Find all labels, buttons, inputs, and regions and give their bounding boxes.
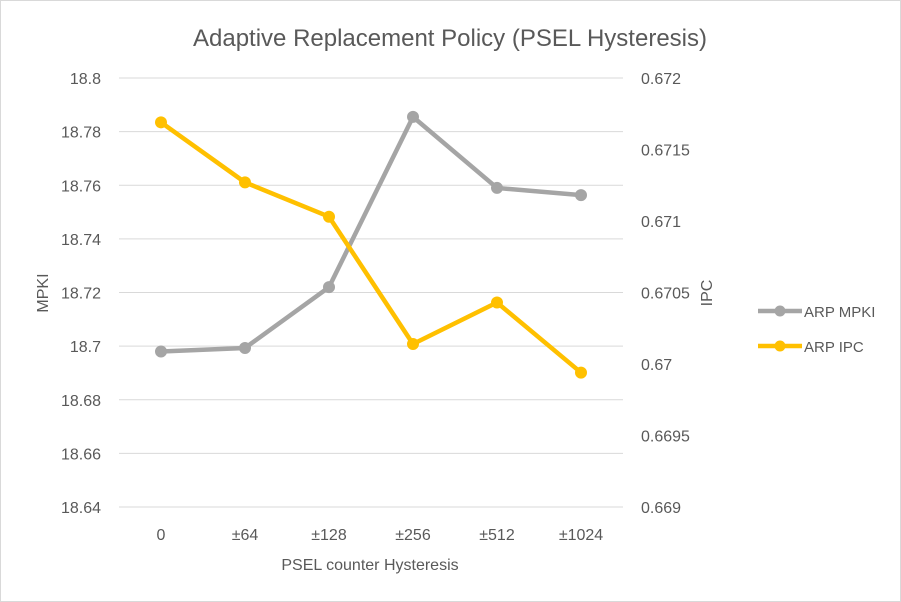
x-tick-label: ±256 <box>395 527 431 544</box>
y-axis-title: MPKI <box>35 273 52 312</box>
x-tick-label: ±1024 <box>559 527 603 544</box>
y-tick-label: 18.78 <box>61 125 101 142</box>
data-point-arp-mpki <box>575 189 587 202</box>
y2-tick-label: 0.6705 <box>641 286 690 303</box>
y-tick-label: 18.8 <box>70 71 101 88</box>
y-tick-label: 18.72 <box>61 286 101 303</box>
x-axis-title: PSEL counter Hysteresis <box>281 557 458 574</box>
legend-label-arp-mpki: ARP MPKI <box>804 304 875 321</box>
y-tick-label: 18.68 <box>61 393 101 410</box>
y2-tick-label: 0.672 <box>641 71 681 88</box>
x-tick-label: ±512 <box>479 527 515 544</box>
data-point-arp-ipc <box>323 210 335 223</box>
y2-tick-label: 0.6695 <box>641 429 690 446</box>
y2-tick-label: 0.669 <box>641 500 681 517</box>
y-tick-label: 18.74 <box>61 232 101 249</box>
data-point-arp-ipc <box>239 176 251 189</box>
data-point-arp-mpki <box>155 345 167 358</box>
x-tick-label: 0 <box>157 527 166 544</box>
left-axis-ticks: 18.8 18.78 18.76 18.74 18.72 18.7 18.68 18.66 18… <box>61 71 101 517</box>
gridlines <box>119 77 623 508</box>
x-tick-label: ±128 <box>311 527 347 544</box>
legend: ARP MPKI ARP IPC <box>758 304 875 356</box>
legend-label-arp-ipc: ARP IPC <box>804 339 864 356</box>
y2-tick-label: 0.67 <box>641 357 672 374</box>
series-line-arp-mpki <box>158 114 584 354</box>
x-tick-label: ±64 <box>232 527 259 544</box>
data-point-arp-ipc <box>575 366 587 379</box>
y2-tick-label: 0.671 <box>641 214 681 231</box>
y-tick-label: 18.64 <box>61 500 101 517</box>
y2-axis-title: IPC <box>699 280 716 307</box>
data-point-arp-ipc <box>407 337 419 350</box>
legend-marker-arp-mpki <box>774 305 786 317</box>
legend-marker-arp-ipc <box>774 340 786 352</box>
y-tick-label: 18.66 <box>61 446 101 463</box>
y2-tick-label: 0.6715 <box>641 143 690 160</box>
series-line-arp-ipc <box>158 120 584 375</box>
data-point-arp-ipc <box>155 116 167 129</box>
data-point-arp-ipc <box>491 296 503 309</box>
chart-title: Adaptive Replacement Policy (PSEL Hyster… <box>193 25 707 52</box>
right-axis-ticks: 0.672 0.6715 0.671 0.6705 0.67 0.6695 0.669 <box>641 71 690 517</box>
y-tick-label: 18.76 <box>61 178 101 195</box>
data-point-arp-mpki <box>491 181 503 194</box>
data-point-arp-mpki <box>239 342 251 355</box>
y-tick-label: 18.7 <box>70 339 101 356</box>
data-point-arp-mpki <box>407 110 419 123</box>
x-axis-ticks: 0 ±64 ±128 ±256 ±512 ±1024 <box>157 527 604 544</box>
data-point-arp-mpki <box>323 281 335 294</box>
series-layer <box>155 110 587 379</box>
